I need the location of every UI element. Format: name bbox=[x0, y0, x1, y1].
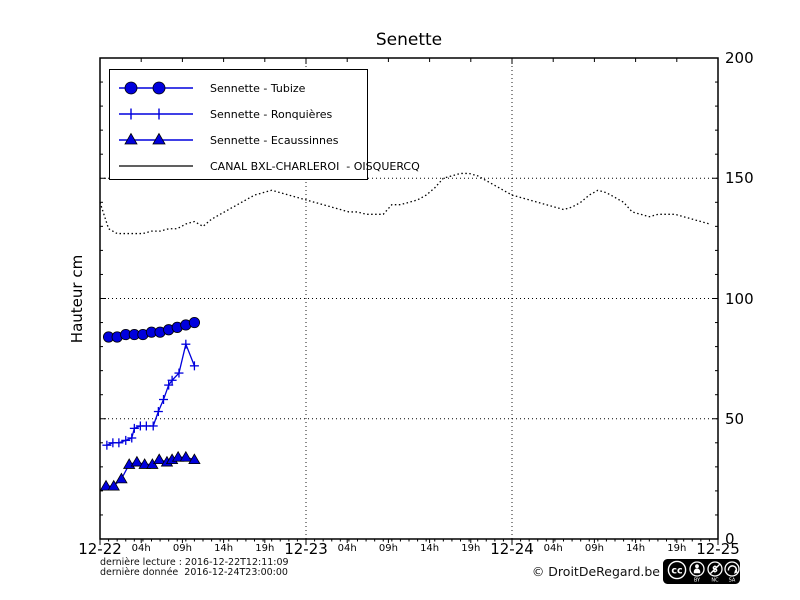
x-hour-tick-label: 09h bbox=[584, 543, 604, 554]
cc-by-label: BY bbox=[694, 578, 701, 584]
y-tick-label: 200 bbox=[725, 49, 754, 67]
y-axis-title: Hauteur cm bbox=[68, 254, 86, 344]
legend-label-canal-sample: Sennette - Ecaussinnes bbox=[210, 133, 339, 147]
cc-sa-label: SA bbox=[729, 578, 736, 584]
legend-item-tubize: Sennette - Tubize bbox=[110, 75, 367, 101]
x-day-tick-label: 12-23 bbox=[284, 540, 328, 558]
legend-plus-marker-icon bbox=[119, 108, 193, 120]
legend-line-marker-icon bbox=[119, 165, 193, 167]
svg-text:$: $ bbox=[712, 565, 718, 575]
x-day-tick-label: 12-24 bbox=[490, 540, 534, 558]
x-hour-tick-label: 14h bbox=[214, 543, 234, 554]
legend-item-canal: CANAL BXL-CHARLEROI - OISQUERCQ bbox=[110, 153, 420, 179]
last-data-text: dernière donnée 2016-12-24T23:00:00 bbox=[100, 567, 288, 578]
legend-item-ronquieres: Sennette - Ronquières bbox=[110, 101, 367, 127]
page-title: Senette bbox=[375, 30, 443, 50]
y-tick-label: 0 bbox=[725, 530, 735, 548]
cc-nc-label: NC bbox=[711, 578, 719, 584]
last-reading-text: dernière lecture : 2016-12-22T12:11:09 bbox=[100, 557, 289, 568]
legend-label-canal: CANAL BXL-CHARLEROI - OISQUERCQ bbox=[210, 159, 420, 173]
x-day-tick-label: 12-25 bbox=[696, 540, 740, 558]
x-hour-tick-label: 14h bbox=[626, 543, 646, 554]
x-hour-tick-label: 04h bbox=[337, 543, 357, 554]
cc-license-badge-icon: cc $ BY NC SA bbox=[663, 559, 740, 584]
x-hour-tick-label: 19h bbox=[255, 543, 275, 554]
svg-text:cc: cc bbox=[671, 566, 682, 577]
x-hour-tick-label: 09h bbox=[172, 543, 192, 554]
x-hour-tick-label: 04h bbox=[543, 543, 563, 554]
legend-item-ecaussinnes: Sennette - Ecaussinnes bbox=[110, 127, 367, 153]
x-day-tick-label: 12-22 bbox=[78, 540, 122, 558]
x-hour-tick-label: 09h bbox=[378, 543, 398, 554]
copyright-text: © DroitDeRegard.be bbox=[531, 564, 660, 579]
legend-circle-marker-icon bbox=[119, 81, 193, 95]
legend-label-tubize: Sennette - Tubize bbox=[210, 81, 306, 95]
legend-triangle-marker-icon bbox=[119, 132, 193, 145]
y-tick-label: 150 bbox=[725, 169, 754, 188]
x-hour-tick-label: 04h bbox=[131, 543, 151, 554]
y-tick-label: 100 bbox=[725, 289, 754, 308]
y-tick-label: 50 bbox=[725, 409, 745, 428]
x-hour-tick-label: 14h bbox=[420, 543, 440, 554]
x-hour-tick-label: 19h bbox=[461, 543, 481, 554]
legend-label-ronquieres: Sennette - Ronquières bbox=[210, 107, 333, 121]
legend: Sennette - Tubize Sennette - Ronquières … bbox=[109, 69, 420, 180]
x-hour-tick-label: 19h bbox=[667, 543, 687, 554]
